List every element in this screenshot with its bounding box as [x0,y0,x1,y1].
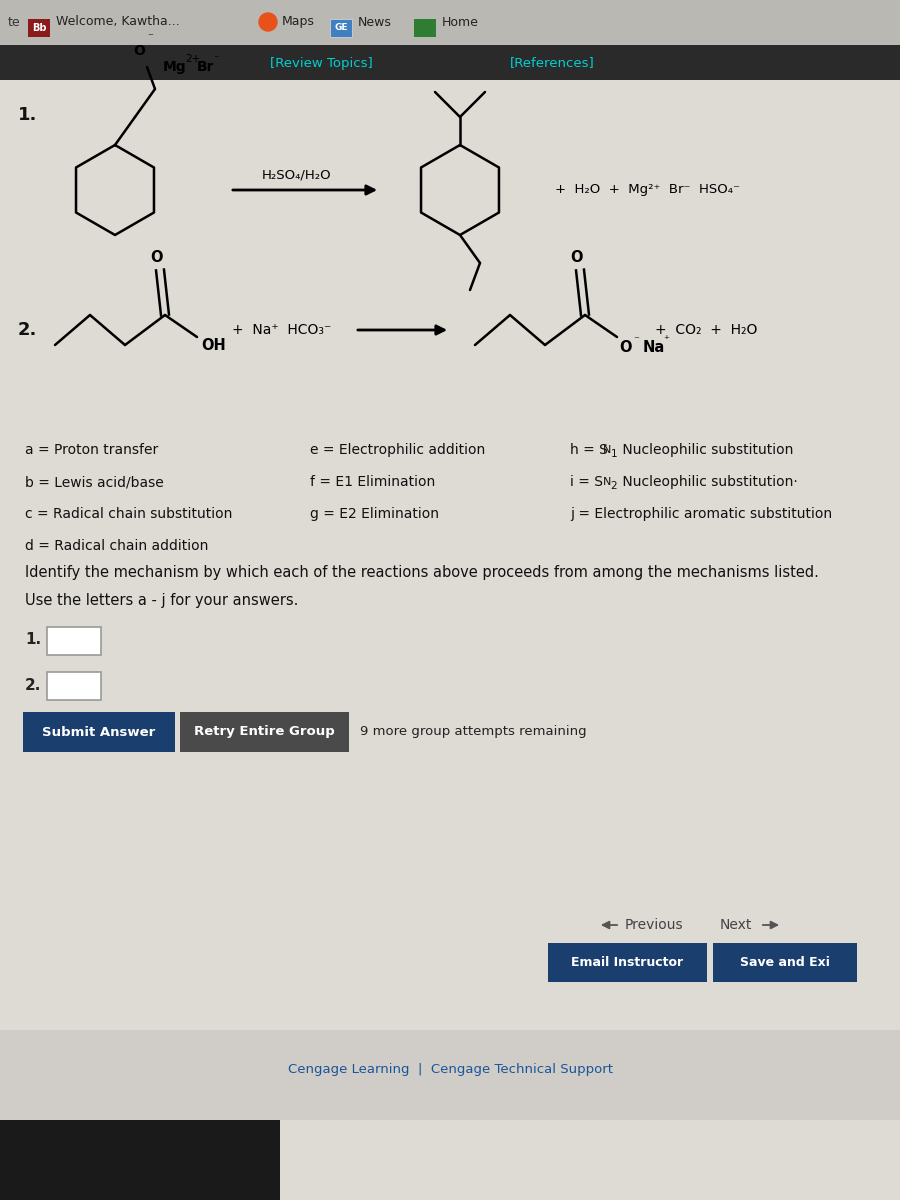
Text: O: O [133,44,145,58]
Text: ⁻: ⁻ [147,32,153,42]
Text: N: N [602,476,611,487]
Text: Home: Home [442,16,479,29]
Text: 1.: 1. [25,632,41,648]
FancyBboxPatch shape [0,1030,900,1120]
Text: b = Lewis acid/base: b = Lewis acid/base [25,475,164,490]
FancyBboxPatch shape [713,943,857,982]
Text: +  Na⁺  HCO₃⁻: + Na⁺ HCO₃⁻ [232,323,331,337]
Text: [Review Topics]: [Review Topics] [270,56,373,70]
Text: News: News [358,16,392,29]
FancyBboxPatch shape [330,19,352,37]
Text: OH: OH [201,337,226,353]
Text: 1.: 1. [18,106,38,124]
Text: Cengage Learning  |  Cengage Technical Support: Cengage Learning | Cengage Technical Sup… [287,1063,613,1076]
Text: Next: Next [720,918,752,932]
Text: Maps: Maps [282,16,315,29]
Text: [References]: [References] [510,56,595,70]
FancyBboxPatch shape [0,80,900,1200]
Text: O: O [619,340,632,354]
FancyBboxPatch shape [47,672,101,700]
FancyBboxPatch shape [23,712,175,752]
Text: GE: GE [334,24,347,32]
Text: O: O [150,251,163,265]
Text: Save and Exi: Save and Exi [740,956,830,970]
Text: Welcome, Kawtha...: Welcome, Kawtha... [56,16,180,29]
Text: Email Instructor: Email Instructor [571,956,683,970]
Text: +  H₂O  +  Mg²⁺  Br⁻  HSO₄⁻: + H₂O + Mg²⁺ Br⁻ HSO₄⁻ [555,184,740,197]
FancyBboxPatch shape [0,1120,280,1200]
Text: Identify the mechanism by which each of the reactions above proceeds from among : Identify the mechanism by which each of … [25,564,819,580]
FancyBboxPatch shape [0,1090,900,1120]
Text: e = Electrophilic addition: e = Electrophilic addition [310,443,485,457]
Text: +  CO₂  +  H₂O: + CO₂ + H₂O [655,323,758,337]
FancyBboxPatch shape [28,19,50,37]
Text: Mg: Mg [163,60,186,74]
Text: N: N [602,445,611,455]
FancyBboxPatch shape [180,712,349,752]
Text: i = S: i = S [570,475,603,490]
Text: H₂SO₄/H₂O: H₂SO₄/H₂O [262,168,331,181]
Text: Nucleophilic substitution: Nucleophilic substitution [618,443,794,457]
Text: f = E1 Elimination: f = E1 Elimination [310,475,436,490]
Text: j = Electrophilic aromatic substitution: j = Electrophilic aromatic substitution [570,506,832,521]
Text: g = E2 Elimination: g = E2 Elimination [310,506,439,521]
Text: Submit Answer: Submit Answer [42,726,156,738]
Text: 2.: 2. [18,320,38,338]
Text: 1: 1 [610,449,617,458]
Text: 2.: 2. [25,678,41,692]
Text: Use the letters a - j for your answers.: Use the letters a - j for your answers. [25,593,299,607]
Text: O: O [570,251,582,265]
FancyBboxPatch shape [0,0,900,44]
Text: d = Radical chain addition: d = Radical chain addition [25,539,209,553]
Text: 9 more group attempts remaining: 9 more group attempts remaining [360,726,587,738]
Text: te: te [8,16,21,29]
Text: ⁻: ⁻ [213,54,219,64]
Text: Bb: Bb [32,23,46,32]
Text: h = S: h = S [570,443,608,457]
Text: ⁻: ⁻ [633,335,639,346]
Text: 2+: 2+ [185,54,200,64]
Text: ⁺: ⁺ [663,335,669,346]
FancyBboxPatch shape [47,626,101,655]
Circle shape [259,13,277,31]
Text: Br: Br [197,60,214,74]
FancyBboxPatch shape [0,44,900,80]
Text: c = Radical chain substitution: c = Radical chain substitution [25,506,232,521]
FancyBboxPatch shape [548,943,707,982]
Text: 2: 2 [610,481,617,491]
Text: Na: Na [643,340,665,354]
Text: Previous: Previous [625,918,684,932]
Text: Retry Entire Group: Retry Entire Group [194,726,335,738]
Text: Nucleophilic substitution·: Nucleophilic substitution· [618,475,798,490]
FancyBboxPatch shape [414,19,436,37]
Text: a = Proton transfer: a = Proton transfer [25,443,158,457]
